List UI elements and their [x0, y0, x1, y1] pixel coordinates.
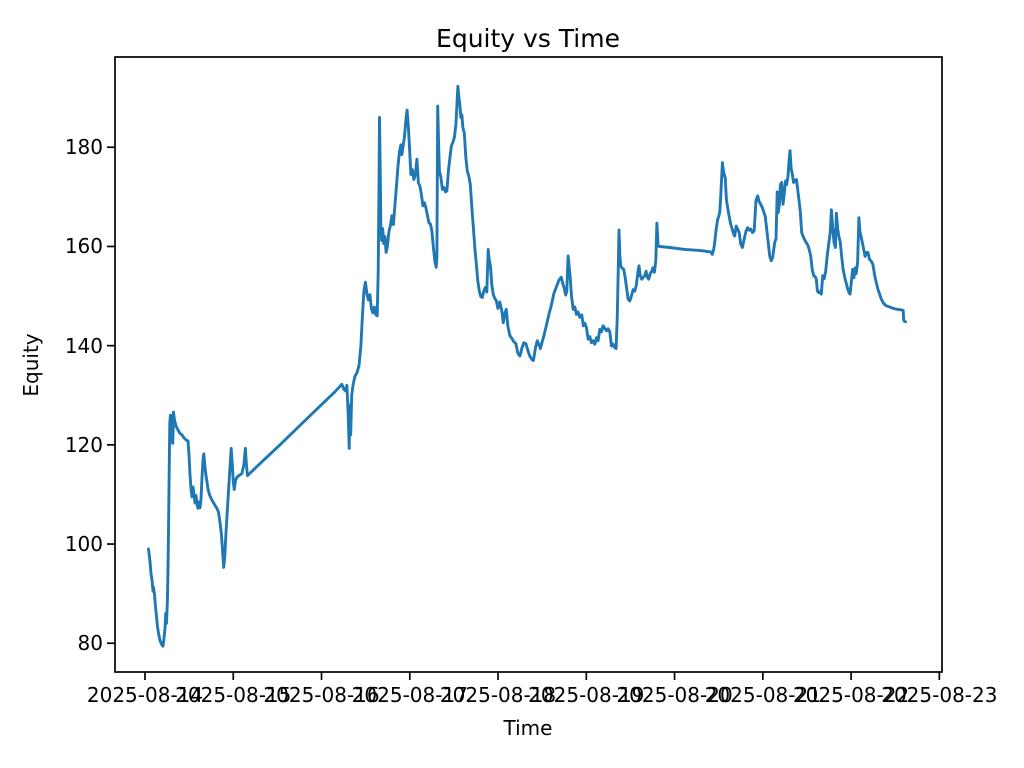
y-tick-label: 100 — [64, 532, 103, 557]
y-tick-label: 120 — [64, 432, 103, 457]
x-tick-label: 2025-08-20 — [616, 683, 733, 707]
x-tick-label: 2025-08-22 — [792, 683, 910, 707]
y-tick-label: 140 — [64, 333, 103, 358]
chart-title: Equity vs Time — [436, 24, 620, 53]
x-tick-label: 2025-08-21 — [704, 683, 821, 707]
x-tick-label: 2025-08-19 — [528, 683, 645, 707]
x-axis-label: Time — [503, 716, 553, 740]
equity-line — [147, 84, 908, 648]
plot-frame — [114, 56, 943, 673]
y-tick-label: 80 — [77, 631, 103, 656]
y-ticks — [107, 146, 115, 645]
x-tick-label: 2025-08-15 — [175, 683, 292, 707]
x-tick-label: 2025-08-14 — [86, 683, 204, 707]
x-tick-label: 2025-08-23 — [881, 683, 998, 707]
x-ticks — [144, 672, 941, 680]
x-tick-label: 2025-08-17 — [351, 683, 468, 707]
y-tick-label: 180 — [64, 135, 103, 160]
x-tick-label: 2025-08-16 — [263, 683, 380, 707]
x-tick-label: 2025-08-18 — [439, 683, 557, 707]
y-tick-label: 160 — [64, 234, 103, 259]
